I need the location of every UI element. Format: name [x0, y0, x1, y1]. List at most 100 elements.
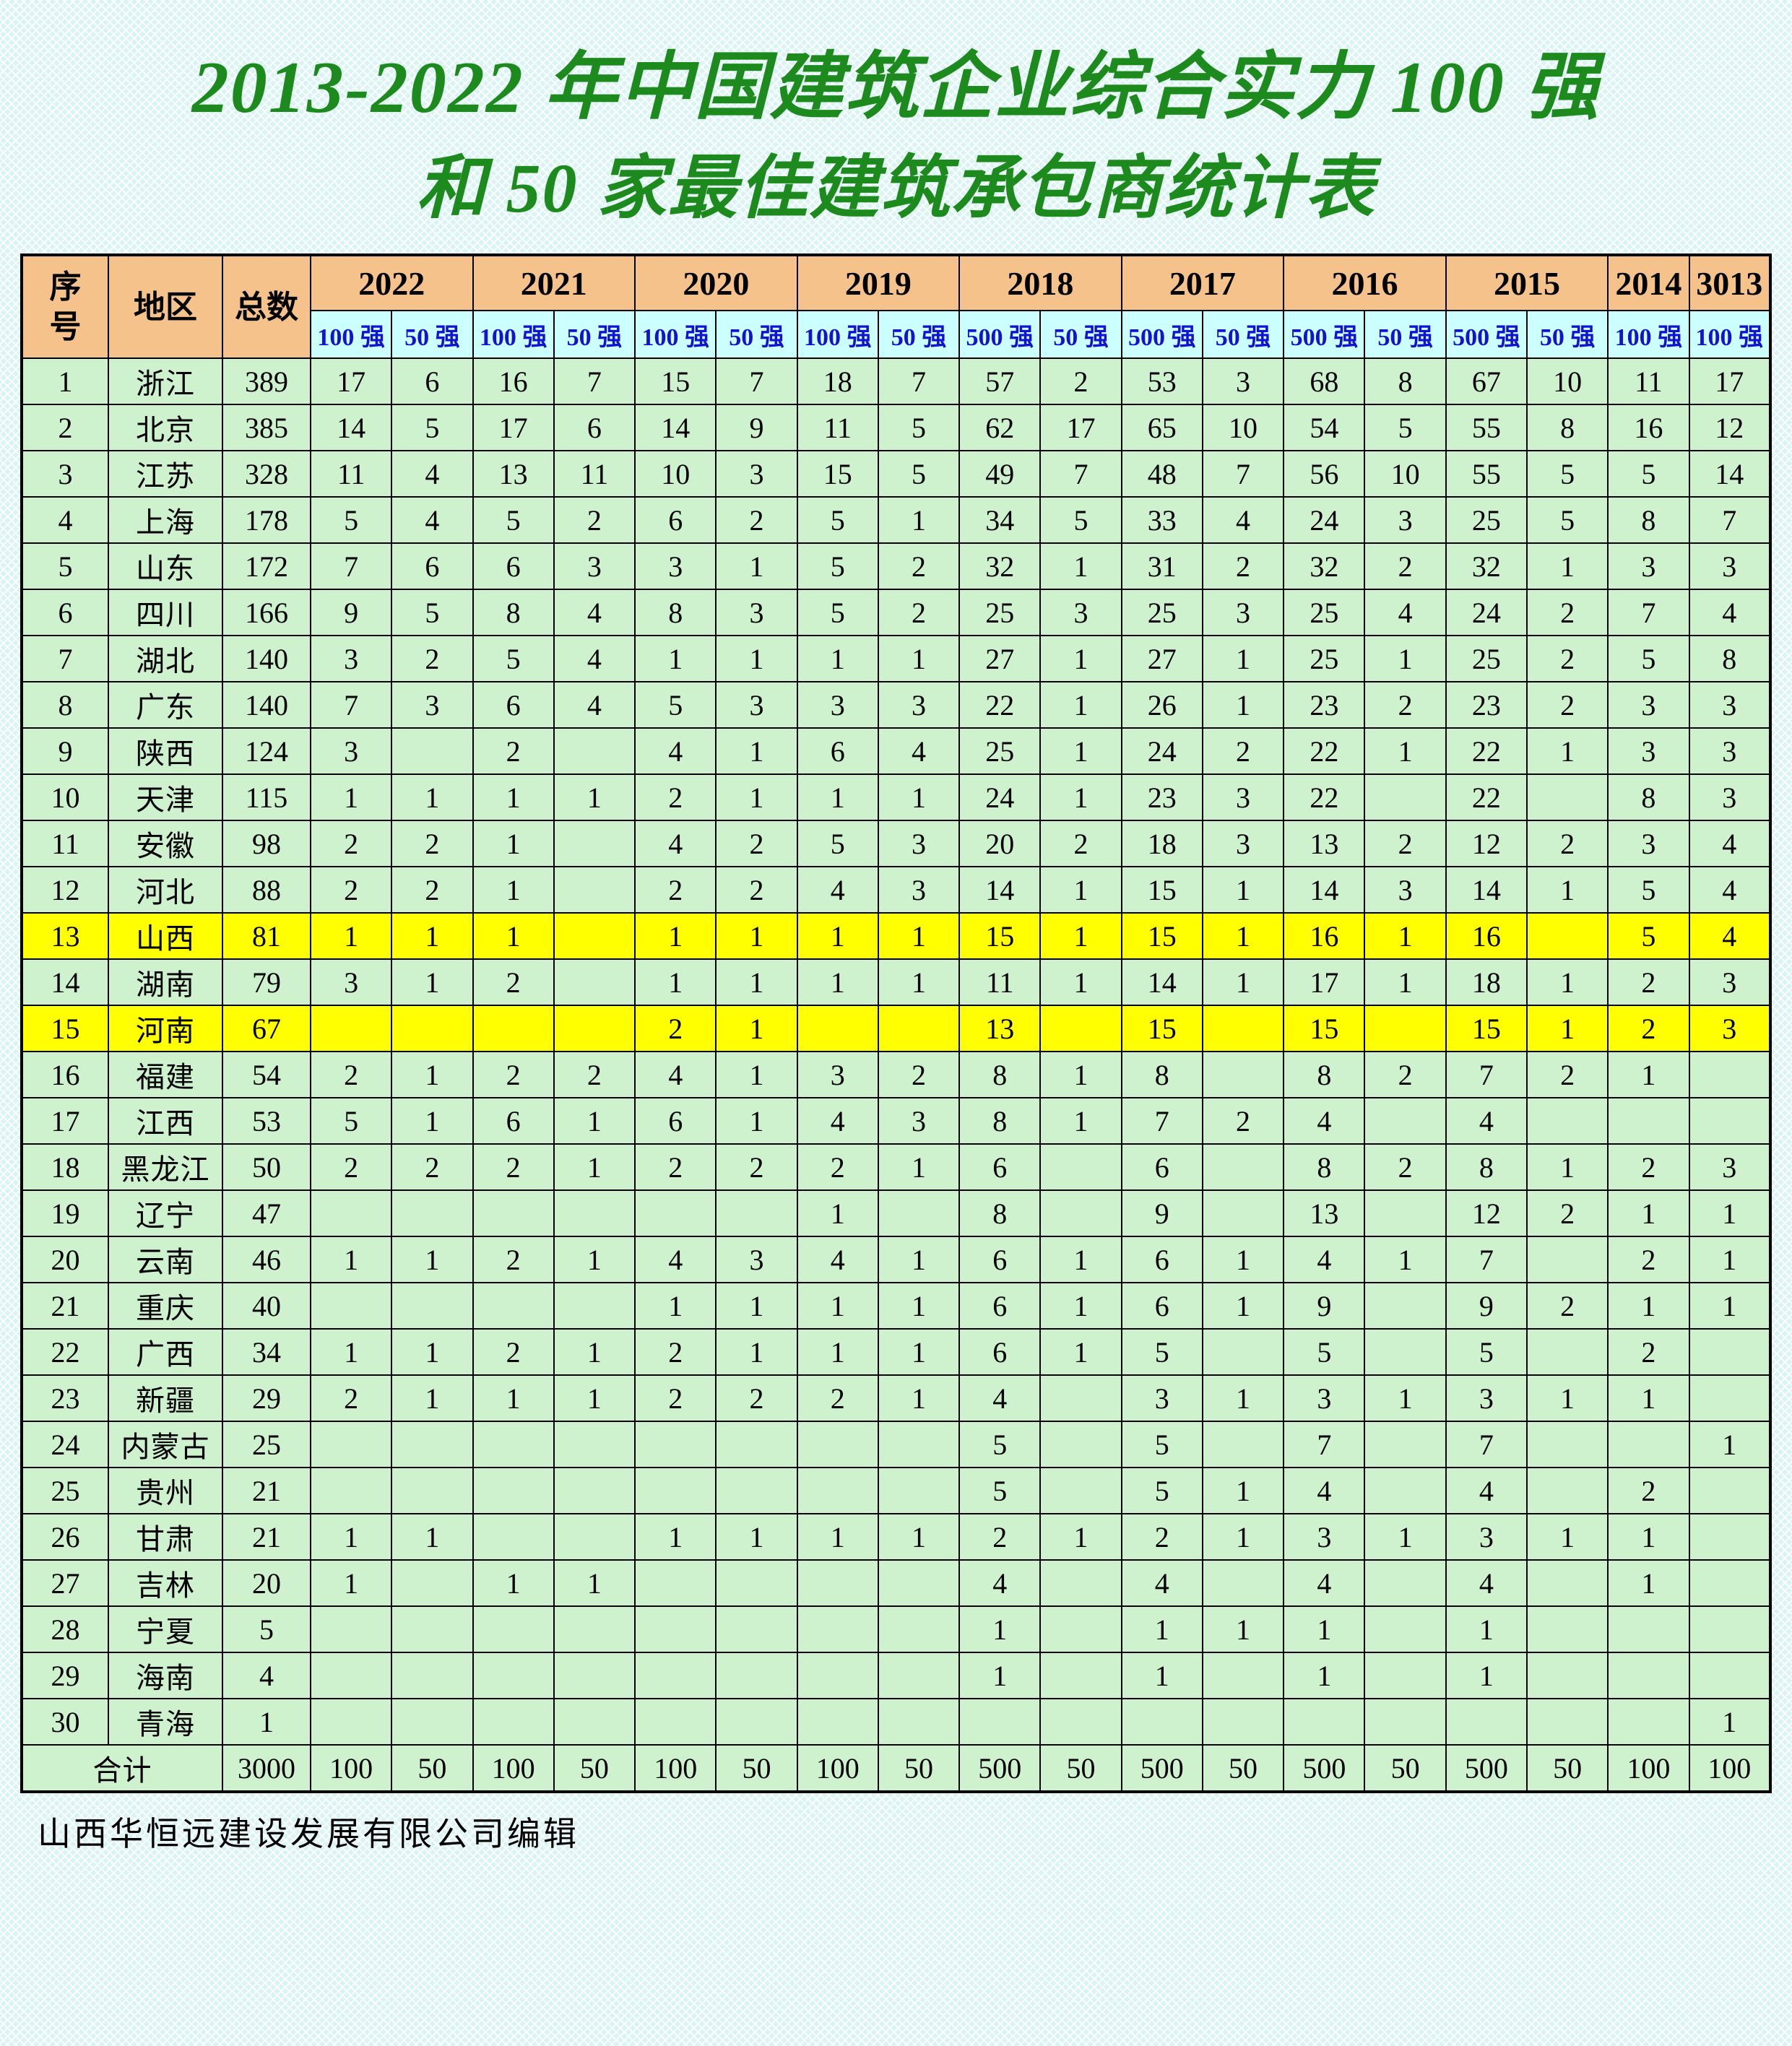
- page-title-line2: 和 50 家最佳建筑承包商统计表: [416, 149, 1376, 227]
- value-cell: 4: [1688, 589, 1772, 637]
- value-cell: 1: [553, 1097, 636, 1145]
- value-cell: 18: [1120, 820, 1203, 868]
- row-total-cell: 140: [222, 635, 311, 683]
- value-cell: 1: [472, 820, 555, 868]
- value-cell: 5: [1283, 1328, 1366, 1377]
- value-cell: [309, 1605, 393, 1654]
- value-cell: 3: [1364, 496, 1447, 545]
- value-cell: [1039, 1189, 1122, 1238]
- value-cell: 9: [1120, 1189, 1203, 1238]
- value-cell: 32: [958, 542, 1042, 591]
- value-cell: 1: [1039, 1513, 1122, 1561]
- value-cell: 6: [472, 542, 555, 591]
- value-cell: 7: [1445, 1236, 1528, 1284]
- total-value-cell: 500: [958, 1744, 1042, 1793]
- row-index-cell: 1: [21, 357, 109, 406]
- value-cell: 2: [309, 1051, 393, 1099]
- page: 2013-2022 年中国建筑企业综合实力 100 强 和 50 家最佳建筑承包…: [20, 47, 1772, 1853]
- value-cell: 2: [715, 496, 798, 545]
- value-cell: [309, 1421, 393, 1469]
- table-row: 12 河北 88 2 2 1 2 2 4 3 14 1 15 1 14 3 14 1 5 4: [21, 866, 1772, 914]
- value-cell: 1: [1364, 1513, 1447, 1561]
- row-total-cell: 178: [222, 496, 311, 545]
- value-cell: 5: [1607, 912, 1690, 961]
- value-cell: 1: [1525, 1513, 1609, 1561]
- subcol-header-2021: 100 强: [472, 310, 555, 360]
- value-cell: 1: [634, 635, 717, 683]
- value-cell: [1525, 1467, 1609, 1515]
- row-total-cell: 79: [222, 958, 311, 1007]
- value-cell: 3: [1201, 820, 1285, 868]
- value-cell: [1201, 1143, 1285, 1192]
- value-cell: 2: [309, 1374, 393, 1423]
- row-total-cell: 389: [222, 357, 311, 406]
- value-cell: [391, 1189, 474, 1238]
- value-cell: 5: [1607, 635, 1690, 683]
- value-cell: 2: [1607, 1005, 1690, 1053]
- corner-region: 地区: [108, 254, 223, 360]
- value-cell: 22: [1283, 773, 1366, 822]
- value-cell: 3: [1688, 773, 1772, 822]
- value-cell: 1: [391, 1513, 474, 1561]
- value-cell: 1: [1445, 1605, 1528, 1654]
- total-value-cell: 50: [877, 1744, 961, 1793]
- value-cell: 2: [309, 1143, 393, 1192]
- row-total-cell: 50: [222, 1143, 311, 1192]
- value-cell: 1: [715, 912, 798, 961]
- row-index-cell: 2: [21, 404, 109, 452]
- subcol-header-2016: 500 强: [1283, 310, 1366, 360]
- year-header-2014: 2014: [1607, 254, 1690, 312]
- subcol-header-2017: 50 强: [1201, 310, 1285, 360]
- table-row: 1 浙江 389 17 6 16 7 15 7 18 7 57 2 53 3 68 8 67 10 11 17: [21, 357, 1772, 406]
- value-cell: [1283, 1698, 1366, 1746]
- table-row: 11 安徽 98 2 2 1 4 2 5 3 20 2 18 3 13 2 12 2 3 4: [21, 820, 1772, 868]
- value-cell: [472, 1605, 555, 1654]
- value-cell: [715, 1559, 798, 1608]
- value-cell: [1039, 1559, 1122, 1608]
- value-cell: 1: [715, 542, 798, 591]
- value-cell: 2: [1607, 1236, 1690, 1284]
- value-cell: 32: [1445, 542, 1528, 591]
- total-value-cell: 50: [715, 1744, 798, 1793]
- value-cell: [1688, 1374, 1772, 1423]
- value-cell: 2: [1364, 1143, 1447, 1192]
- value-cell: 1: [1688, 1421, 1772, 1469]
- value-cell: [309, 1467, 393, 1515]
- region-cell: 湖南: [108, 958, 223, 1007]
- value-cell: 4: [1283, 1559, 1366, 1608]
- footer-credit: 山西华恒远建设发展有限公司编辑: [38, 1816, 579, 1853]
- value-cell: [1525, 1652, 1609, 1700]
- value-cell: 2: [634, 1328, 717, 1377]
- value-cell: 4: [634, 727, 717, 776]
- total-label-cell: 合计: [21, 1744, 223, 1793]
- value-cell: [1201, 1652, 1285, 1700]
- total-value-cell: 100: [309, 1744, 393, 1793]
- value-cell: 7: [553, 357, 636, 406]
- value-cell: 1: [1039, 635, 1122, 683]
- row-total-cell: 53: [222, 1097, 311, 1145]
- value-cell: [796, 1005, 879, 1053]
- value-cell: 5: [1364, 404, 1447, 452]
- row-total-cell: 47: [222, 1189, 311, 1238]
- value-cell: 1: [1201, 1236, 1285, 1284]
- value-cell: 1: [1039, 1328, 1122, 1377]
- total-value-cell: 500: [1283, 1744, 1366, 1793]
- total-value-cell: 50: [1201, 1744, 1285, 1793]
- value-cell: 3: [634, 542, 717, 591]
- value-cell: [472, 1513, 555, 1561]
- row-total-cell: 25: [222, 1421, 311, 1469]
- region-cell: 辽宁: [108, 1189, 223, 1238]
- row-total-cell: 166: [222, 589, 311, 637]
- value-cell: 2: [958, 1513, 1042, 1561]
- value-cell: 1: [1283, 1605, 1366, 1654]
- value-cell: 22: [1445, 773, 1528, 822]
- value-cell: 4: [1120, 1559, 1203, 1608]
- value-cell: 1: [309, 1328, 393, 1377]
- value-cell: [877, 1698, 961, 1746]
- value-cell: 1: [472, 1374, 555, 1423]
- value-cell: 3: [1039, 589, 1122, 637]
- value-cell: 7: [1688, 496, 1772, 545]
- value-cell: [634, 1698, 717, 1746]
- value-cell: 6: [634, 496, 717, 545]
- value-cell: 2: [472, 1143, 555, 1192]
